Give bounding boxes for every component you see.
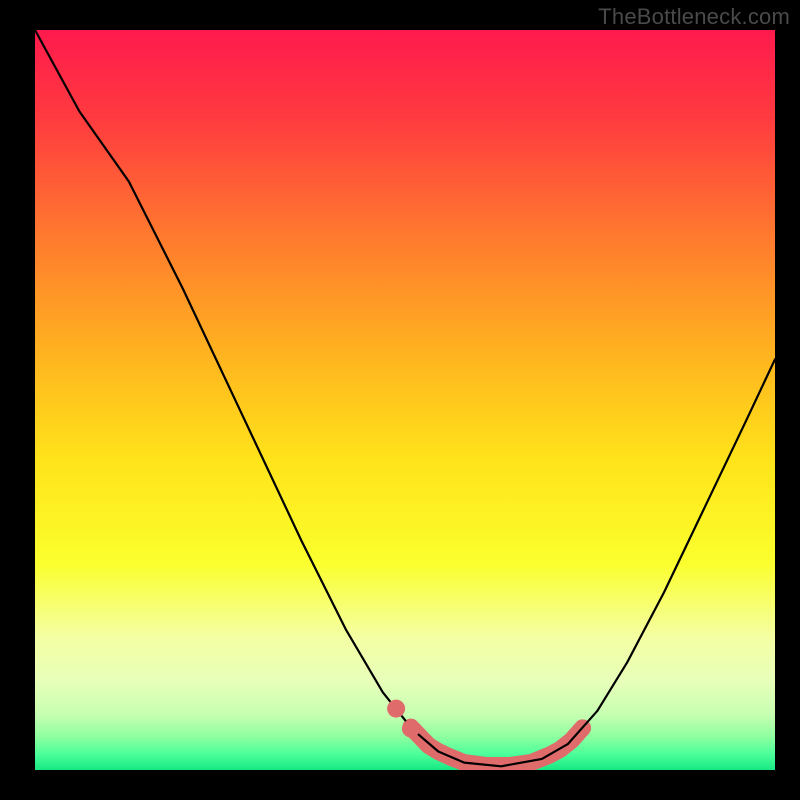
watermark-text: TheBottleneck.com: [598, 4, 790, 30]
chart-stage: TheBottleneck.com: [0, 0, 800, 800]
highlight-dot: [387, 700, 405, 718]
highlight-dot: [402, 720, 420, 738]
bottleneck-chart: [0, 0, 800, 800]
plot-background: [35, 30, 775, 770]
